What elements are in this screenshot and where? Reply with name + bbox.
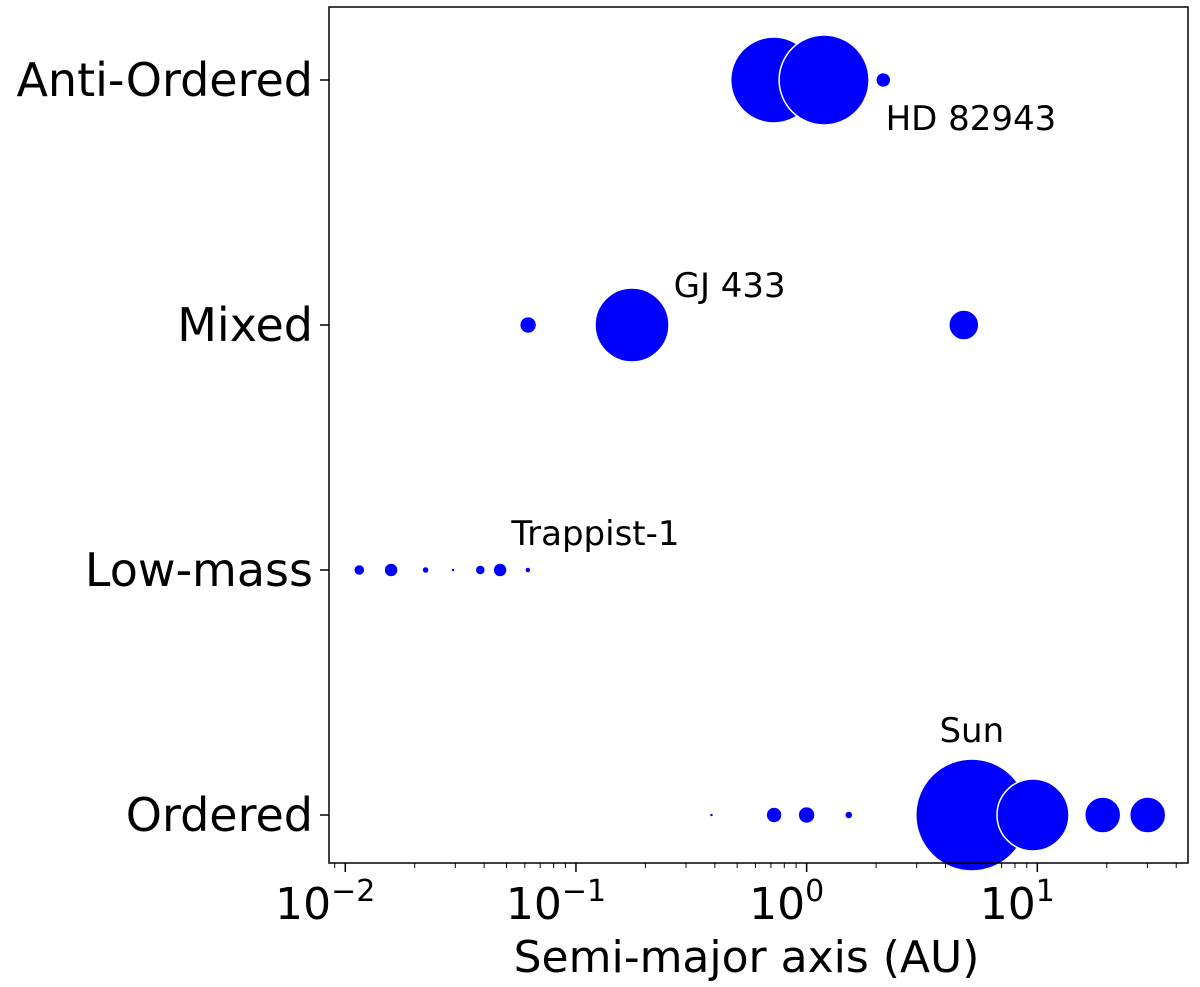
y-category-label: Anti-Ordered xyxy=(16,53,313,107)
data-point xyxy=(519,316,537,334)
data-point xyxy=(493,563,507,577)
data-point xyxy=(798,806,815,824)
data-point xyxy=(384,563,398,577)
annotations-layer: HD 82943 GJ 433 Trappist-1 Sun xyxy=(510,99,1056,751)
data-point xyxy=(594,287,670,363)
data-point xyxy=(709,813,714,817)
x-tick-label: 100 xyxy=(749,874,824,930)
x-axis-ticks: 10−2 10−1 100 101 xyxy=(275,863,1177,930)
x-tick-label: 10−1 xyxy=(506,874,606,930)
x-tick-label: 101 xyxy=(980,874,1055,930)
y-category-label: Mixed xyxy=(177,298,313,352)
data-point xyxy=(422,566,429,574)
y-category-label: Ordered xyxy=(126,788,313,842)
data-point xyxy=(1128,796,1167,834)
annotation-label: HD 82943 xyxy=(886,99,1057,139)
annotation-label: GJ 433 xyxy=(674,266,786,306)
data-point xyxy=(475,565,486,575)
markers-layer xyxy=(354,34,1167,872)
data-point xyxy=(354,564,365,576)
data-point xyxy=(876,72,891,88)
data-point xyxy=(845,811,853,819)
data-point xyxy=(525,567,531,573)
plot-frame xyxy=(328,6,1189,864)
y-category-label: Low-mass xyxy=(85,543,313,597)
data-point xyxy=(766,807,782,823)
data-point xyxy=(996,778,1070,852)
x-axis-label: Semi-major axis (AU) xyxy=(514,932,980,983)
data-point xyxy=(948,309,980,341)
data-point xyxy=(451,568,455,572)
y-axis-ticks: Anti-Ordered Mixed Low-mass Ordered xyxy=(16,53,329,842)
x-tick-label: 10−2 xyxy=(275,874,375,930)
data-point xyxy=(1083,796,1122,834)
annotation-label: Trappist-1 xyxy=(510,514,679,554)
data-point xyxy=(778,34,870,126)
annotation-label: Sun xyxy=(939,711,1004,751)
